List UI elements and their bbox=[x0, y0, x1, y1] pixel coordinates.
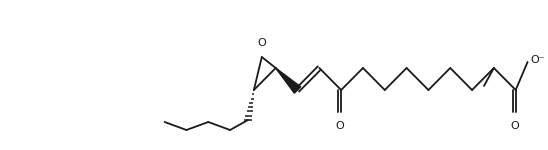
Text: O⁻: O⁻ bbox=[530, 55, 545, 65]
Text: O: O bbox=[258, 38, 266, 48]
Text: O: O bbox=[510, 121, 519, 131]
Text: O: O bbox=[336, 121, 345, 131]
Polygon shape bbox=[276, 68, 301, 93]
